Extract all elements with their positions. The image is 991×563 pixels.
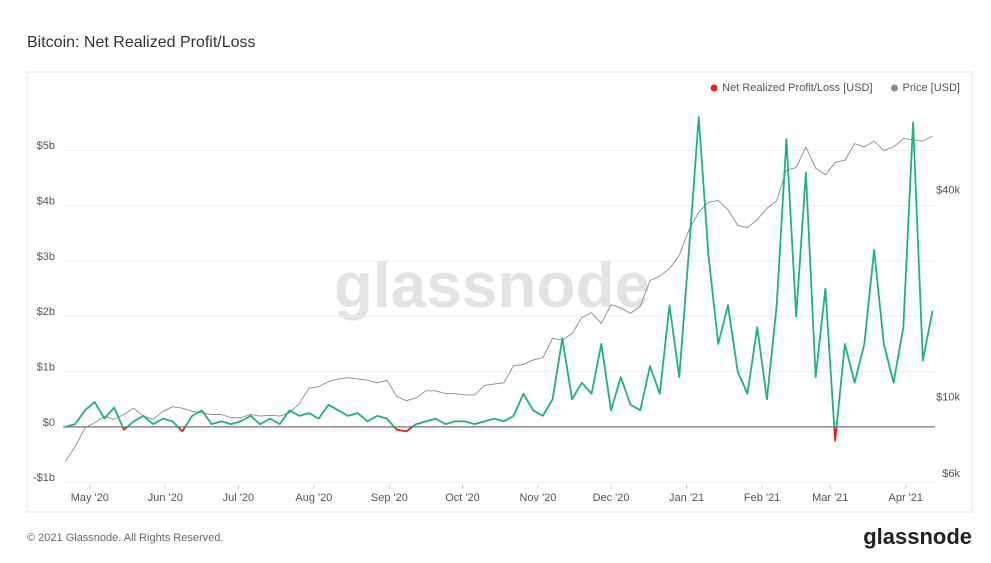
footer: © 2021 Glassnode. All Rights Reserved. <box>27 532 223 544</box>
chart-title: Bitcoin: Net Realized Profit/Loss <box>27 34 256 51</box>
x-tick-label: Oct '20 <box>445 492 480 504</box>
logo: glassnode <box>863 524 972 549</box>
legend-label: Net Realized Profit/Loss [USD] <box>722 82 872 94</box>
legend-label: Price [USD] <box>903 82 960 94</box>
y-tick-label: $4b <box>37 196 55 208</box>
y-tick-label: -$1b <box>33 472 55 484</box>
x-tick-label: Feb '21 <box>744 492 780 504</box>
x-tick-label: Jan '21 <box>669 492 704 504</box>
watermark: glassnode <box>334 249 651 321</box>
legend-swatch <box>710 84 718 92</box>
y-tick-label: $3b <box>37 251 55 263</box>
y-tick-label: $0 <box>43 417 55 429</box>
y2-tick-label: $10k <box>936 392 960 404</box>
x-tick-label: Jul '20 <box>223 492 254 504</box>
x-tick-label: Apr '21 <box>889 492 924 504</box>
y2-tick-label: $6k <box>942 468 960 480</box>
y-tick-label: $5b <box>37 140 55 152</box>
legend-swatch <box>891 84 899 92</box>
x-tick-label: Sep '20 <box>371 492 408 504</box>
x-tick-label: Nov '20 <box>519 492 556 504</box>
nrpl-line <box>65 116 934 442</box>
x-tick-label: Aug '20 <box>295 492 332 504</box>
x-tick-label: May '20 <box>71 492 109 504</box>
y2-tick-label: $40k <box>936 185 960 197</box>
x-tick-label: Mar '21 <box>812 492 848 504</box>
x-tick-label: Dec '20 <box>593 492 630 504</box>
chart-card <box>26 71 973 513</box>
x-tick-label: Jun '20 <box>148 492 183 504</box>
y-tick-label: $2b <box>37 306 55 318</box>
y-tick-label: $1b <box>37 362 55 374</box>
